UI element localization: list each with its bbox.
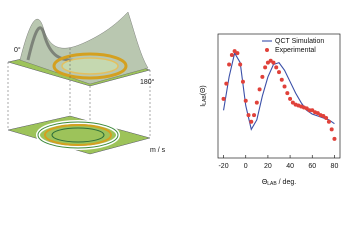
data-point — [277, 70, 281, 75]
data-point — [227, 62, 232, 67]
data-point — [238, 62, 243, 67]
data-point — [229, 52, 234, 57]
x-tick-label: 60 — [308, 163, 316, 170]
data-point — [221, 96, 226, 101]
data-point — [326, 119, 331, 124]
x-tick-label: 20 — [264, 163, 272, 170]
data-point — [285, 91, 290, 96]
surface-panel: 0° 180° m / s — [7, 11, 166, 155]
data-point — [260, 74, 265, 79]
data-point — [307, 108, 312, 113]
series-line — [223, 51, 335, 131]
surface-ring — [61, 57, 119, 75]
x-tick-label: 40 — [286, 163, 294, 170]
data-point — [279, 77, 284, 82]
data-point — [288, 96, 293, 101]
data-point — [329, 127, 334, 132]
y-axis-symbol: I — [200, 105, 207, 107]
surface-ring — [52, 52, 128, 80]
data-point — [224, 81, 229, 86]
legend-marker — [265, 48, 269, 52]
angle-label: 180° — [140, 78, 155, 86]
data-point — [243, 98, 248, 103]
page: {"surface_panel": {"labels": ["0°", "180… — [7, 11, 341, 188]
figure: 0° 180° m / s ΘLAB / deg. ILAB(Θ) -20 0 20… — [7, 11, 341, 187]
contour-ring — [44, 124, 112, 146]
plot-frame — [217, 33, 341, 159]
contour-ring — [51, 127, 105, 143]
data-point — [240, 79, 245, 84]
legend-label: Experimental — [275, 47, 316, 54]
y-axis-argument: (Θ) — [200, 85, 207, 95]
y-axis-subscript: LAB — [202, 95, 208, 105]
data-point — [235, 51, 240, 56]
data-point — [254, 100, 259, 105]
x-tick-label: 80 — [331, 163, 339, 170]
data-point — [324, 115, 329, 120]
x-axis-subscript: LAB — [267, 181, 277, 187]
contour-ring — [37, 121, 119, 149]
data-point — [249, 119, 254, 124]
x-tick-label: 0 — [244, 163, 248, 170]
legend-label: QCT Simulation — [275, 38, 324, 45]
data-point — [332, 136, 337, 141]
x-axis-label: ΘLAB / deg. — [262, 179, 296, 187]
x-axis-symbol: Θ — [262, 179, 268, 186]
x-axis-unit: / deg. — [277, 179, 297, 186]
data-point — [263, 65, 268, 70]
x-tick-label: -20 — [218, 163, 228, 170]
y-axis-label: ILAB(Θ) — [200, 85, 208, 107]
data-point — [282, 84, 287, 89]
angle-label: 0° — [14, 46, 21, 54]
data-point — [246, 113, 251, 118]
axis-label: m / s — [150, 147, 166, 154]
data-point — [252, 113, 257, 118]
data-point — [274, 65, 279, 70]
surface-ridge — [26, 26, 81, 62]
data-point — [271, 60, 276, 65]
data-point — [257, 87, 262, 92]
